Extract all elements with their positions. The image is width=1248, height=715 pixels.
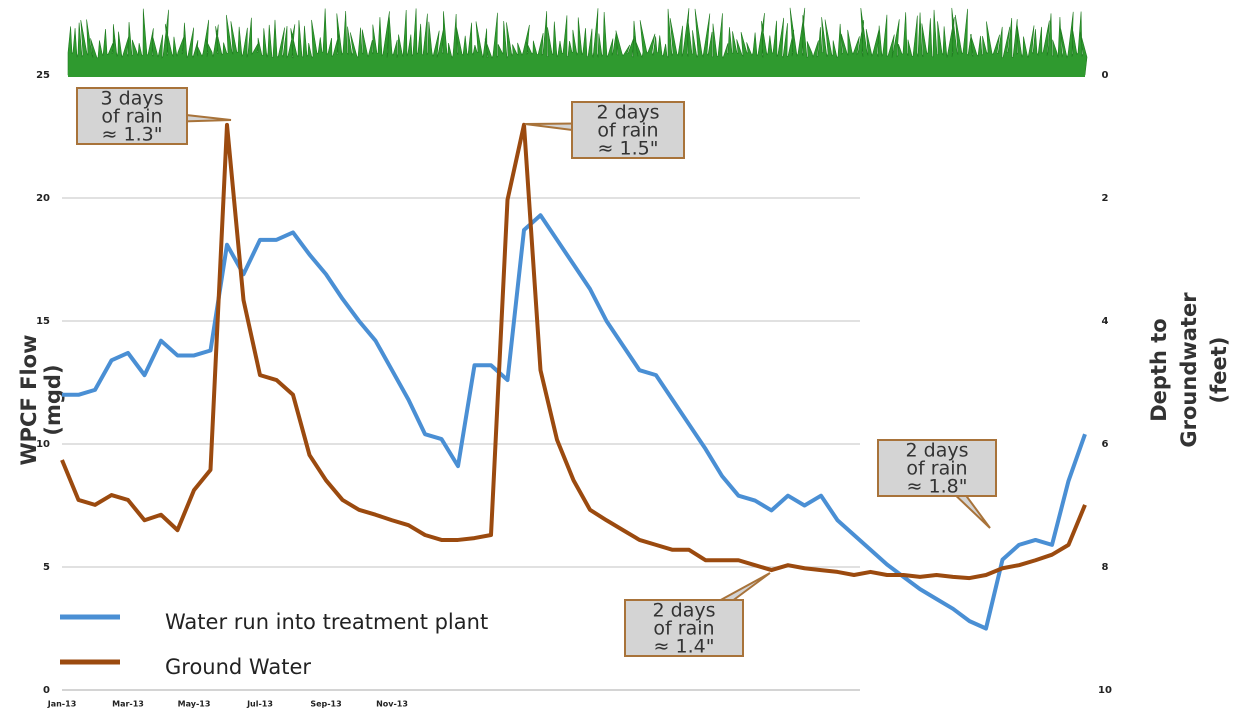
y-tick-label: 0	[43, 685, 50, 696]
y-tick-label: 25	[36, 70, 50, 81]
y2-tick-label: 10	[1098, 685, 1112, 696]
x-tick-label: May-13	[178, 700, 211, 709]
y2-axis-title: Groundwater	[1177, 292, 1201, 448]
annotation-text: ≈ 1.5"	[598, 138, 659, 160]
y2-tick-label: 8	[1102, 562, 1109, 573]
annotation-text: of rain	[653, 618, 714, 640]
grass-decoration	[67, 7, 1088, 77]
annotation-text: 3 days	[101, 88, 164, 110]
annotation-text: of rain	[906, 458, 967, 480]
legend-label: Ground Water	[165, 655, 311, 679]
y-axis-title: (mgd)	[41, 364, 65, 435]
annotation-text: 2 days	[597, 102, 660, 124]
annotation-text: 2 days	[906, 440, 969, 462]
grass-blades	[67, 7, 1088, 76]
y-tick-label: 10	[36, 439, 50, 450]
y2-axis-title: Depth to	[1147, 318, 1171, 421]
y2-axis-title: (feet)	[1207, 337, 1231, 404]
annotation-text: ≈ 1.8"	[907, 476, 968, 498]
y-tick-label: 15	[36, 316, 50, 327]
y-tick-label: 20	[36, 193, 50, 204]
callout-cover	[573, 103, 683, 157]
y2-tick-label: 4	[1102, 316, 1109, 327]
x-tick-label: Sep-13	[310, 700, 341, 709]
y-axis-title: WPCF Flow	[17, 335, 41, 466]
callout-cover	[879, 441, 995, 495]
annotation-text: of rain	[101, 106, 162, 128]
annotation-text: of rain	[597, 120, 658, 142]
legend-label: Water run into treatment plant	[165, 610, 488, 634]
annotation-text: 2 days	[653, 600, 716, 622]
annotation-text: ≈ 1.3"	[102, 124, 163, 146]
x-tick-label: Mar-13	[112, 700, 144, 709]
annotation-text: ≈ 1.4"	[654, 636, 715, 658]
y2-tick-label: 2	[1102, 193, 1109, 204]
y2-tick-label: 6	[1102, 439, 1109, 450]
y2-tick-label: 0	[1102, 70, 1109, 81]
x-tick-label: Jul-13	[246, 700, 273, 709]
x-tick-label: Jan-13	[47, 700, 77, 709]
grass-base	[68, 70, 1085, 77]
y-tick-label: 5	[43, 562, 50, 573]
x-tick-label: Nov-13	[376, 700, 408, 709]
series-line	[60, 122, 1087, 581]
callout-cover	[78, 89, 186, 143]
series-line	[62, 213, 1087, 631]
callout-cover	[626, 601, 742, 655]
